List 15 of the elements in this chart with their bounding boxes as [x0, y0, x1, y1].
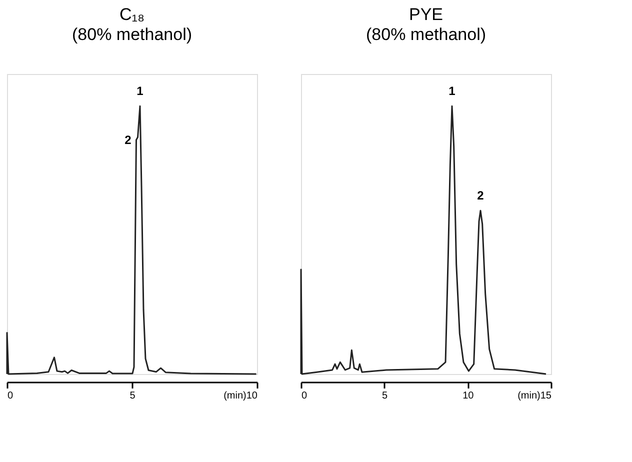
annotation: 1 [136, 84, 144, 98]
x-tick-label: (min)15 [518, 390, 552, 402]
chart-title: PYE [408, 5, 444, 24]
x-tick-label: (min)10 [224, 390, 258, 402]
x-tick-label: 5 [382, 390, 388, 402]
chart-subtitle: (80% methanol) [366, 25, 486, 44]
x-tick-label: 5 [130, 390, 136, 402]
x-tick-label: 0 [302, 390, 308, 402]
chart-title: C₁₈ [119, 5, 145, 24]
annotation: 2 [124, 132, 132, 147]
x-tick-label: 10 [462, 390, 474, 402]
x-tick-label: 0 [8, 390, 14, 402]
annotation: 2 [477, 188, 484, 203]
chart-subtitle: (80% methanol) [72, 25, 192, 44]
annotation: 1 [448, 84, 456, 98]
